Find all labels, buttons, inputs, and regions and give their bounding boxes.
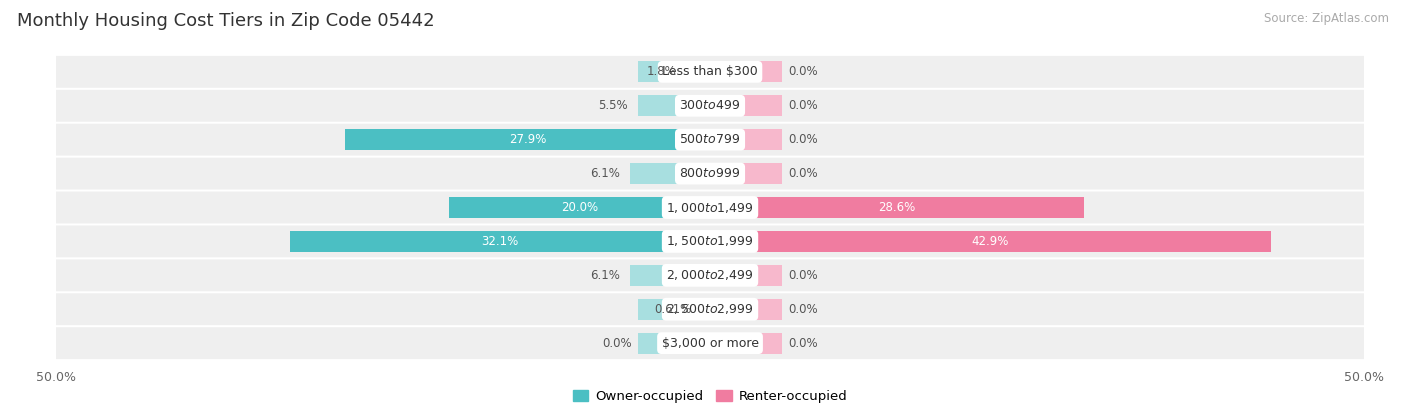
Text: 0.61%: 0.61% <box>654 303 692 316</box>
Text: Less than $300: Less than $300 <box>662 65 758 78</box>
Legend: Owner-occupied, Renter-occupied: Owner-occupied, Renter-occupied <box>572 390 848 403</box>
FancyBboxPatch shape <box>30 225 1391 257</box>
Text: $500 to $799: $500 to $799 <box>679 133 741 146</box>
Text: 20.0%: 20.0% <box>561 201 598 214</box>
Text: 0.0%: 0.0% <box>789 99 818 112</box>
Text: 0.0%: 0.0% <box>789 303 818 316</box>
FancyBboxPatch shape <box>30 90 1391 122</box>
Bar <box>710 197 1084 218</box>
Bar <box>702 299 710 320</box>
Bar <box>710 265 782 286</box>
FancyBboxPatch shape <box>30 192 1391 223</box>
Bar <box>638 299 710 320</box>
Bar <box>638 95 710 116</box>
Text: 0.0%: 0.0% <box>789 337 818 350</box>
Text: 0.0%: 0.0% <box>602 337 631 350</box>
Text: $2,000 to $2,499: $2,000 to $2,499 <box>666 269 754 282</box>
Text: 28.6%: 28.6% <box>879 201 915 214</box>
Text: 0.0%: 0.0% <box>789 167 818 180</box>
FancyBboxPatch shape <box>30 327 1391 359</box>
Bar <box>710 299 782 320</box>
Text: 6.1%: 6.1% <box>591 269 620 282</box>
Text: $3,000 or more: $3,000 or more <box>662 337 758 350</box>
Bar <box>346 129 710 150</box>
FancyBboxPatch shape <box>30 124 1391 156</box>
Text: 42.9%: 42.9% <box>972 235 1010 248</box>
Bar <box>638 129 710 150</box>
Text: 27.9%: 27.9% <box>509 133 547 146</box>
Text: Source: ZipAtlas.com: Source: ZipAtlas.com <box>1264 12 1389 25</box>
Text: 0.0%: 0.0% <box>789 133 818 146</box>
Bar <box>710 129 782 150</box>
Bar <box>630 163 710 184</box>
Bar <box>630 265 710 286</box>
Bar <box>638 231 710 252</box>
Bar <box>638 197 710 218</box>
Text: 1.8%: 1.8% <box>647 65 676 78</box>
Bar <box>290 231 710 252</box>
FancyBboxPatch shape <box>30 293 1391 325</box>
Bar <box>449 197 710 218</box>
Bar <box>638 95 710 116</box>
Text: 32.1%: 32.1% <box>481 235 519 248</box>
FancyBboxPatch shape <box>30 158 1391 190</box>
Bar <box>710 197 782 218</box>
Bar <box>686 61 710 82</box>
Bar <box>710 231 782 252</box>
Bar <box>710 231 1271 252</box>
Bar <box>638 61 710 82</box>
Bar <box>710 95 782 116</box>
Bar <box>710 333 782 354</box>
FancyBboxPatch shape <box>30 56 1391 88</box>
Bar <box>710 61 782 82</box>
Text: 0.0%: 0.0% <box>789 269 818 282</box>
Text: 6.1%: 6.1% <box>591 167 620 180</box>
Text: Monthly Housing Cost Tiers in Zip Code 05442: Monthly Housing Cost Tiers in Zip Code 0… <box>17 12 434 30</box>
FancyBboxPatch shape <box>30 259 1391 291</box>
Bar <box>638 333 710 354</box>
Text: 0.0%: 0.0% <box>789 65 818 78</box>
Text: $2,500 to $2,999: $2,500 to $2,999 <box>666 302 754 316</box>
Bar <box>710 163 782 184</box>
Text: $800 to $999: $800 to $999 <box>679 167 741 180</box>
Text: $300 to $499: $300 to $499 <box>679 99 741 112</box>
Text: $1,500 to $1,999: $1,500 to $1,999 <box>666 234 754 249</box>
Bar <box>638 163 710 184</box>
Text: 5.5%: 5.5% <box>598 99 627 112</box>
Bar <box>638 265 710 286</box>
Text: $1,000 to $1,499: $1,000 to $1,499 <box>666 200 754 215</box>
